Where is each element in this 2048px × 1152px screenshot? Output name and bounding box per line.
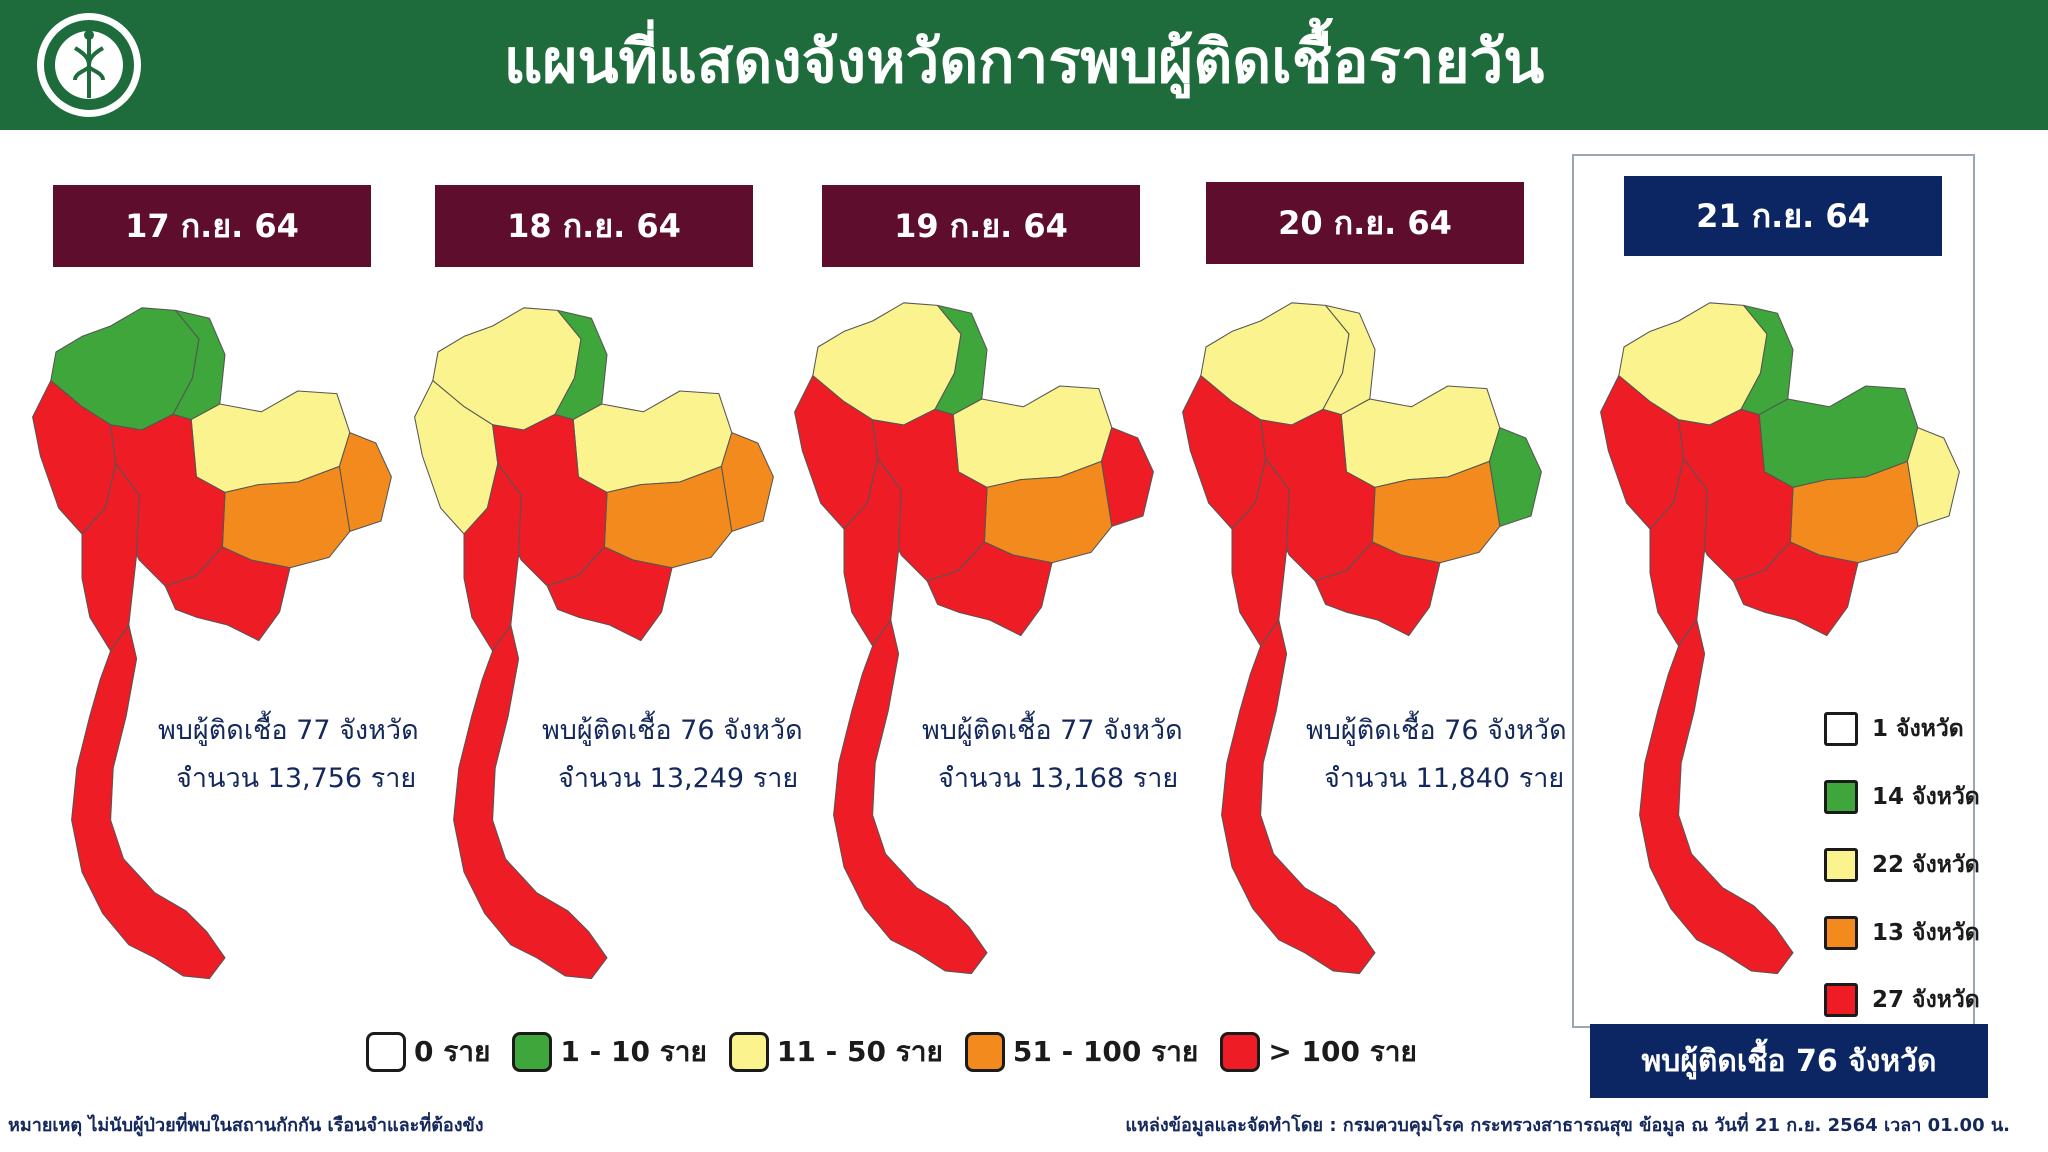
count-row-level-1-10: 14 จังหวัด: [1824, 777, 1980, 817]
legend-item-51-100: 51 - 100 ราย: [964, 1030, 1199, 1074]
map-regions: [414, 307, 774, 980]
count-label-level-1-10: 14 จังหวัด: [1872, 784, 1980, 810]
legend-swatch-0: [366, 1032, 406, 1072]
map-regions: [1182, 302, 1542, 975]
thailand-map-5: [1600, 302, 1960, 975]
count-swatch-level-1-10: [1824, 780, 1858, 814]
count-label-level-0: 1 จังหวัด: [1872, 716, 1964, 742]
region-west: [1231, 458, 1290, 647]
map-4-cases-caption: จำนวน 11,840 ราย: [1324, 763, 1565, 794]
legend-label-51-100: 51 - 100 ราย: [1012, 1035, 1199, 1068]
legend-item-1-10: 1 - 10 ราย: [512, 1030, 707, 1074]
thailand-map-2: [414, 307, 774, 980]
map-1-provinces-caption: พบผู้ติดเชื้อ 77 จังหวัด: [158, 715, 419, 746]
region-central: [1678, 408, 1794, 582]
count-label-level-11-50: 22 จังหวัด: [1872, 852, 1980, 878]
legend-swatch-over-100: [1220, 1032, 1261, 1072]
page-title: แผนที่แสดงจังหวัดการพบผู้ติดเชื้อรายวัน: [503, 27, 1545, 97]
count-row-level-51-100: 13 จังหวัด: [1824, 913, 1980, 953]
region-south: [71, 624, 226, 980]
case-range-legend: 0 ราย 1 - 10 ราย 11 - 50 ราย 51 - 100 รา…: [366, 1030, 1439, 1074]
map-3-provinces-caption: พบผู้ติดเชื้อ 77 จังหวัด: [922, 715, 1183, 746]
legend-label-0: 0 ราย: [414, 1035, 491, 1068]
region-east: [926, 541, 1053, 637]
ministry-logo: [37, 13, 141, 117]
thailand-map-3: [794, 302, 1154, 975]
map-2-provinces-caption: พบผู้ติดเชื้อ 76 จังหวัด: [542, 715, 803, 746]
legend-label-1-10: 1 - 10 ราย: [560, 1035, 707, 1068]
count-row-level-over-100: 27 จังหวัด: [1824, 980, 1980, 1020]
map-1-cases-caption: จำนวน 13,756 ราย: [176, 763, 417, 794]
date-banner-4: 20 ก.ย. 64: [1206, 182, 1524, 264]
legend-swatch-51-100: [964, 1032, 1005, 1072]
region-south: [833, 619, 988, 975]
thailand-map-4: [1182, 302, 1542, 975]
region-central: [1260, 408, 1376, 582]
legend-swatch-11-50: [728, 1032, 769, 1072]
region-east: [164, 546, 291, 642]
region-east: [1314, 541, 1441, 637]
count-swatch-level-over-100: [1824, 983, 1858, 1017]
date-banner-2: 18 ก.ย. 64: [435, 185, 753, 267]
legend-label-11-50: 11 - 50 ราย: [776, 1035, 943, 1068]
legend-item-11-50: 11 - 50 ราย: [728, 1030, 943, 1074]
map-regions: [32, 307, 392, 980]
map-2-cases-caption: จำนวน 13,249 ราย: [558, 763, 799, 794]
region-south: [1221, 619, 1376, 975]
region-central: [492, 413, 608, 587]
count-row-level-11-50: 22 จังหวัด: [1824, 845, 1980, 885]
map-regions: [1600, 302, 1960, 975]
legend-swatch-1-10: [512, 1032, 553, 1072]
legend-item-0: 0 ราย: [366, 1030, 490, 1074]
region-south: [453, 624, 608, 980]
footnote: หมายเหตุ ไม่นับผู้ป่วยที่พบในสถานกักกัน …: [8, 1115, 484, 1136]
region-central: [110, 413, 226, 587]
summary-banner: พบผู้ติดเชื้อ 76 จังหวัด: [1590, 1024, 1988, 1098]
region-central: [872, 408, 988, 582]
count-label-level-over-100: 27 จังหวัด: [1872, 987, 1980, 1013]
map-regions: [794, 302, 1154, 975]
legend-label-over-100: > 100 ราย: [1268, 1035, 1417, 1068]
count-label-level-51-100: 13 จังหวัด: [1872, 920, 1980, 946]
region-west: [843, 458, 902, 647]
count-swatch-level-0: [1824, 712, 1858, 746]
legend-item-over-100: > 100 ราย: [1220, 1030, 1417, 1074]
region-west: [81, 463, 140, 652]
region-east: [546, 546, 673, 642]
header-bar: แผนที่แสดงจังหวัดการพบผู้ติดเชื้อรายวัน: [0, 0, 2048, 130]
region-south: [1639, 619, 1794, 975]
region-east: [1732, 541, 1859, 637]
date-banner-1: 17 ก.ย. 64: [53, 185, 371, 267]
date-banner-3: 19 ก.ย. 64: [822, 185, 1140, 267]
thailand-map-1: [32, 307, 392, 980]
map-4-provinces-caption: พบผู้ติดเชื้อ 76 จังหวัด: [1306, 715, 1567, 746]
count-swatch-level-51-100: [1824, 916, 1858, 950]
source-credit: แหล่งข้อมูลและจัดทำโดย : กรมควบคุมโรค กร…: [1125, 1115, 2010, 1136]
date-banner-current: 21 ก.ย. 64: [1624, 176, 1942, 256]
region-west: [1649, 458, 1708, 647]
map-3-cases-caption: จำนวน 13,168 ราย: [938, 763, 1179, 794]
count-row-level-0: 1 จังหวัด: [1824, 709, 1964, 749]
region-west: [463, 463, 522, 652]
count-swatch-level-11-50: [1824, 848, 1858, 882]
